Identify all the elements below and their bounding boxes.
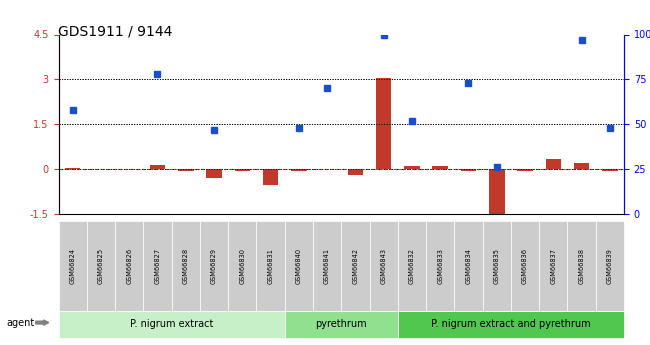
Bar: [517, 169, 533, 170]
Text: P. nigrum extract: P. nigrum extract: [130, 319, 213, 329]
Text: GSM66841: GSM66841: [324, 248, 330, 284]
Text: GSM66840: GSM66840: [296, 248, 302, 284]
Bar: [489, 169, 504, 215]
Text: pyrethrum: pyrethrum: [315, 319, 367, 329]
Bar: [404, 166, 420, 169]
Text: GSM66830: GSM66830: [239, 248, 245, 284]
Bar: [291, 169, 307, 170]
Text: GSM66832: GSM66832: [409, 248, 415, 284]
Text: GSM66835: GSM66835: [494, 248, 500, 284]
Bar: [376, 78, 391, 169]
Text: GSM66831: GSM66831: [268, 248, 274, 284]
Bar: [348, 169, 363, 175]
Bar: [432, 166, 448, 169]
Text: GSM66843: GSM66843: [381, 248, 387, 284]
Text: GSM66842: GSM66842: [352, 248, 358, 284]
Bar: [574, 163, 590, 169]
Bar: [206, 169, 222, 178]
Text: GSM66828: GSM66828: [183, 248, 188, 284]
Text: GDS1911 / 9144: GDS1911 / 9144: [58, 24, 173, 38]
Text: GSM66826: GSM66826: [126, 248, 132, 284]
Text: GSM66833: GSM66833: [437, 248, 443, 284]
Text: GSM66839: GSM66839: [607, 248, 613, 284]
Text: P. nigrum extract and pyrethrum: P. nigrum extract and pyrethrum: [431, 319, 591, 329]
Text: GSM66836: GSM66836: [522, 248, 528, 284]
Text: GSM66824: GSM66824: [70, 248, 75, 284]
Bar: [65, 168, 81, 169]
Bar: [178, 169, 194, 170]
Bar: [150, 165, 165, 169]
Bar: [263, 169, 278, 186]
Text: GSM66834: GSM66834: [465, 248, 471, 284]
Bar: [602, 169, 617, 170]
Bar: [235, 169, 250, 170]
Text: GSM66838: GSM66838: [578, 248, 584, 284]
Text: GSM66829: GSM66829: [211, 248, 217, 284]
Text: GSM66827: GSM66827: [155, 248, 161, 284]
Text: GSM66825: GSM66825: [98, 248, 104, 284]
Bar: [545, 159, 561, 169]
Bar: [461, 169, 476, 170]
Text: agent: agent: [6, 318, 34, 327]
Text: GSM66837: GSM66837: [551, 248, 556, 284]
